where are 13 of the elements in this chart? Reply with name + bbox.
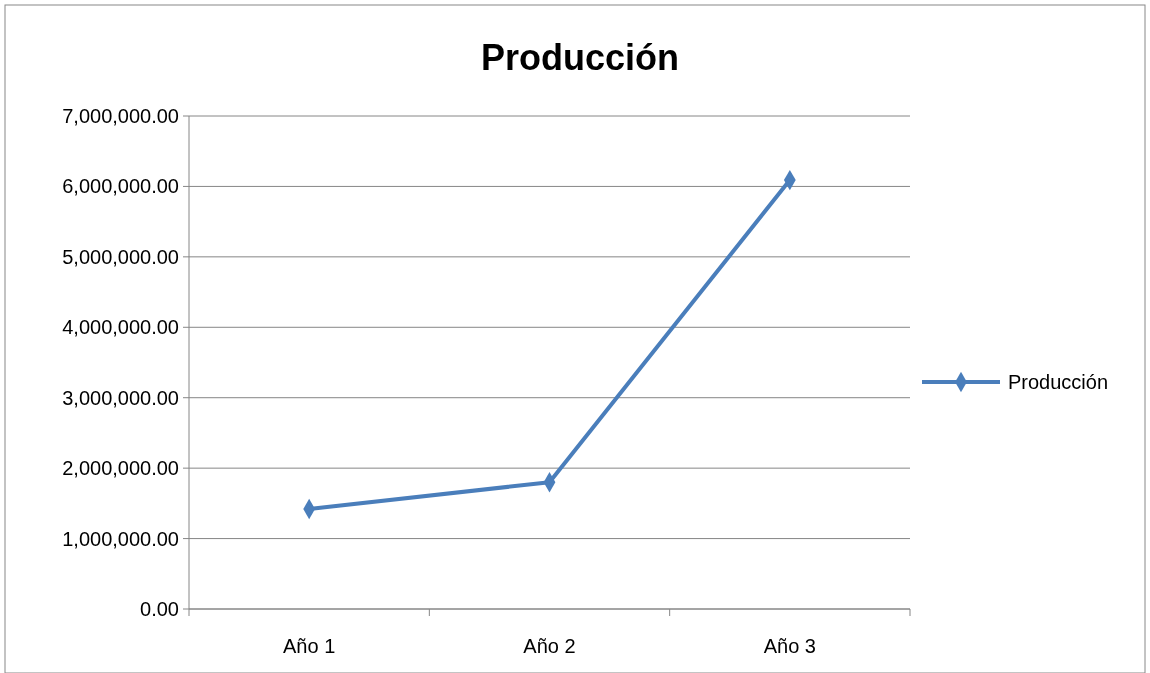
legend-label: Producción — [1008, 371, 1109, 393]
y-tick-label: 1,000,000.00 — [62, 527, 179, 550]
x-tick-label: Año 1 — [283, 635, 336, 657]
x-tick-label: Año 3 — [763, 635, 816, 657]
y-tick-label: 3,000,000.00 — [62, 386, 179, 409]
y-tick-label: 2,000,000.00 — [62, 457, 179, 480]
chart-title: Producción — [480, 37, 680, 78]
x-tick-label: Año 2 — [523, 635, 576, 657]
y-tick-label: 7,000,000.00 — [62, 105, 179, 127]
y-tick-label: 5,000,000.00 — [62, 245, 179, 268]
y-tick-label: 4,000,000.00 — [62, 316, 179, 339]
y-tick-label: 6,000,000.00 — [62, 175, 179, 198]
y-tick-label: 0.00 — [140, 598, 179, 620]
